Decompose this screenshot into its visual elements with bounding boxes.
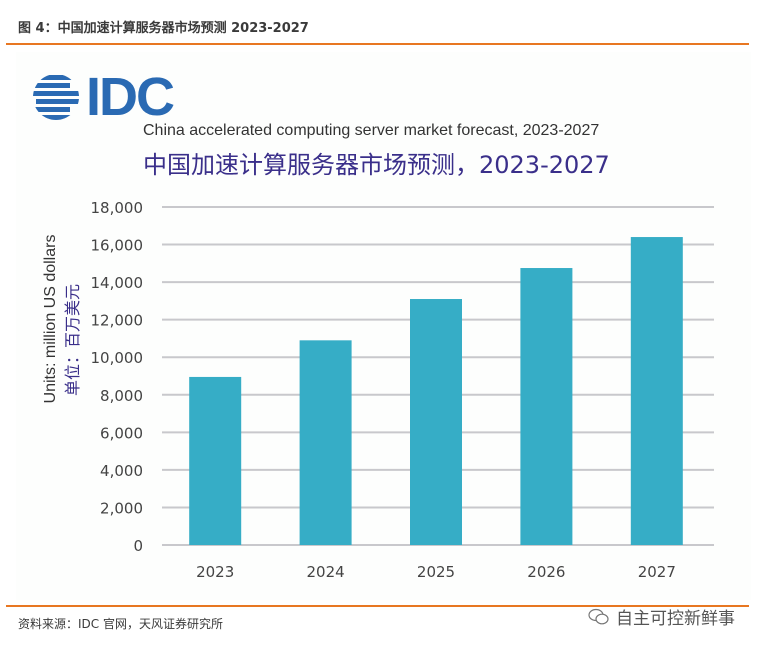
watermark-text: 自主可控新鲜事 (616, 609, 735, 629)
x-tick-label: 2026 (527, 563, 565, 581)
y-tick-label: 0 (133, 537, 143, 555)
bottom-divider (6, 605, 749, 607)
idc-logo: IDC (30, 67, 175, 127)
y-tick-label: 10,000 (91, 349, 144, 367)
x-tick-label: 2023 (196, 563, 234, 581)
y-tick-label: 2,000 (100, 499, 143, 517)
bars (189, 237, 683, 546)
chart-title: China accelerated computing server marke… (143, 122, 600, 139)
y-tick-label: 4,000 (100, 462, 143, 480)
y-tick-label: 18,000 (91, 199, 144, 217)
y-tick-label: 8,000 (100, 387, 143, 405)
chart-panel (16, 52, 751, 600)
wechat-icon (588, 608, 609, 624)
figure-caption: 图 4：中国加速计算服务器市场预测 2023-2027 (18, 21, 309, 36)
x-tick-label: 2024 (307, 563, 345, 581)
x-tick-label: 2027 (638, 563, 676, 581)
idc-globe-icon (33, 75, 79, 120)
y-tick-label: 14,000 (91, 274, 144, 292)
source-note: 资料来源：IDC 官网，天风证券研究所 (18, 617, 223, 631)
y-tick-label: 6,000 (100, 424, 143, 442)
bar-2023 (189, 376, 242, 545)
top-divider (6, 43, 749, 45)
bar-2025 (410, 299, 462, 545)
bar-2027 (630, 237, 683, 546)
bar-2026 (520, 268, 573, 545)
y-tick-labels: 0 2,000 4,000 6,000 8,000 10,000 12,000 14,000 1… (91, 199, 144, 555)
y-tick-label: 16,000 (91, 237, 144, 255)
logo-text: IDC (86, 67, 175, 127)
watermark: 自主可控新鲜事 (588, 604, 735, 629)
bar-2024 (299, 340, 352, 545)
chart-subtitle: 中国加速计算服务器市场预测，2023-2027 (143, 151, 610, 179)
y-tick-label: 12,000 (91, 312, 144, 330)
x-tick-label: 2025 (417, 563, 455, 581)
x-tick-labels: 2023 2024 2025 2026 2027 (196, 563, 676, 581)
